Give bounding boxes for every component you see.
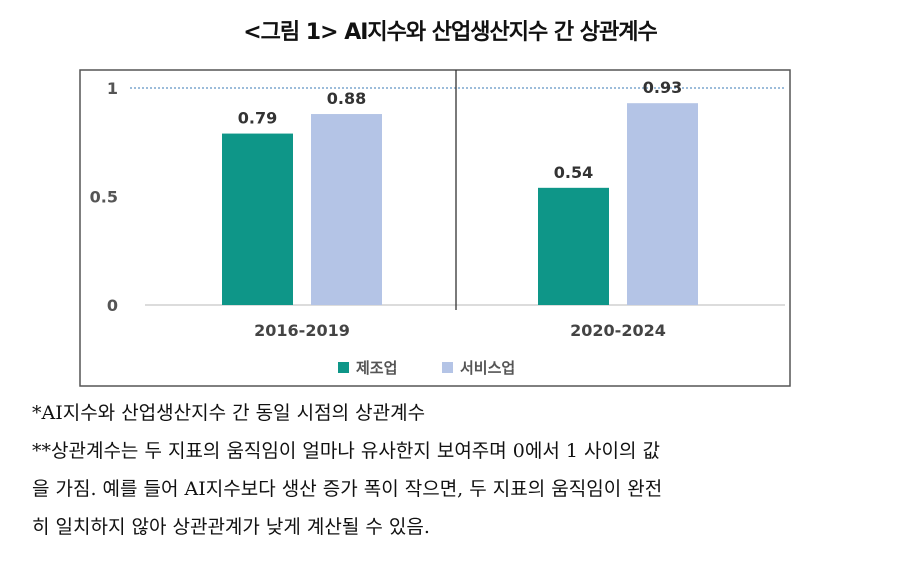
x-tick-label: 2020-2024 [570,321,666,340]
chart-title: <그림 1> AI지수와 산업생산지수 간 상관계수 [243,20,658,45]
legend-swatch [338,362,349,373]
footnote-4: 히 일치하지 않아 상관관계가 낮게 계산될 수 있음. [32,516,430,538]
footnote-3: 을 가짐. 예를 들어 AI지수보다 생산 증가 폭이 작으면, 두 지표의 움… [32,478,663,500]
bar-service [627,103,698,305]
data-label: 0.88 [327,89,366,108]
y-tick-label: 1 [107,79,118,98]
data-label: 0.93 [643,78,682,97]
bar-manufacturing [538,187,609,305]
legend-label: 서비스업 [460,359,515,377]
bar-service [311,114,382,305]
bar-chart: 0 0.5 1 2016-2019 0.79 0.88 2020-2024 0.54 0.93 제… [79,69,791,387]
legend-label: 제조업 [356,359,397,377]
data-label: 0.54 [554,163,593,182]
y-tick-label: 0 [107,296,118,315]
footnote-1: *AI지수와 산업생산지수 간 동일 시점의 상관계수 [32,402,426,424]
x-tick-label: 2016-2019 [254,321,350,340]
legend-swatch [442,362,453,373]
data-label: 0.79 [238,109,277,128]
y-tick-label: 0.5 [90,188,118,207]
footnote-2: **상관계수는 두 지표의 움직임이 얼마나 유사한지 보여주며 0에서 1 사… [32,440,660,462]
bar-manufacturing [222,133,293,305]
